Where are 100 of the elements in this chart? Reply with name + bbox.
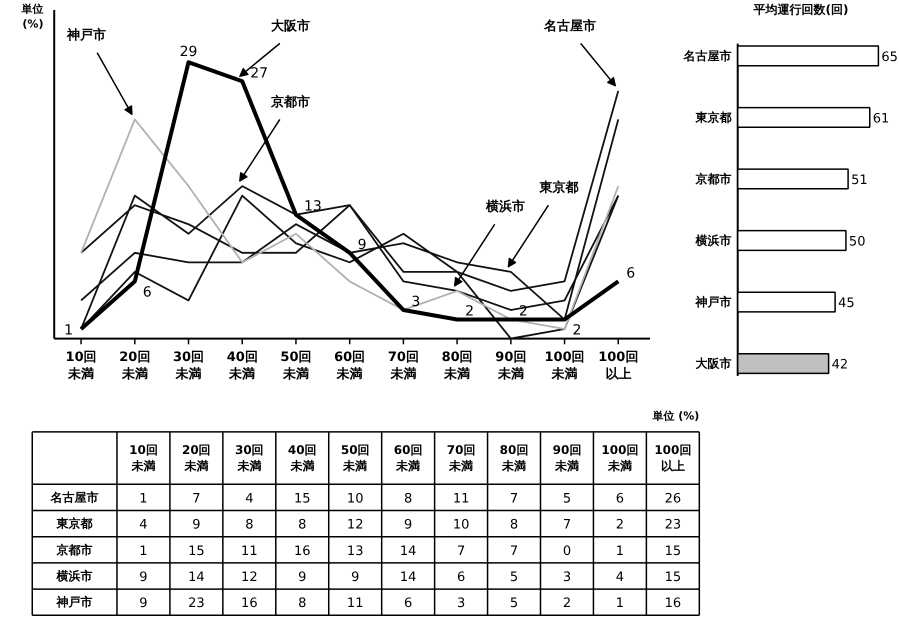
x-tick-label: 100回以上	[654, 443, 692, 474]
data-label: 3	[411, 294, 420, 310]
data-label: 9	[351, 570, 360, 585]
y-tick-label: 東京都	[694, 110, 732, 124]
data-label: 51	[851, 172, 868, 188]
data-label: 2	[518, 304, 528, 320]
data-label: 9	[404, 518, 412, 533]
x-tick-label: 40回未満	[226, 350, 258, 382]
data-label: 10	[452, 518, 470, 533]
y-tick-label: 神戸市	[56, 595, 93, 610]
chart-title: 平均運行回数(回)	[752, 2, 849, 17]
data-label: 7	[562, 518, 572, 533]
x-tick-label: 20回未満	[119, 350, 150, 382]
data-label: 6	[616, 491, 624, 506]
x-tick-label: 10回未満	[129, 443, 158, 474]
data-label: 7	[510, 491, 518, 506]
x-tick-label: 60回未満	[394, 443, 422, 474]
x-tick-label: 80回未満	[442, 350, 473, 382]
data-label: 15	[188, 544, 205, 559]
data-label: 10	[346, 491, 364, 506]
x-tick-label: 90回未満	[552, 443, 582, 474]
data-label: 14	[188, 570, 205, 585]
data-label: 3	[562, 570, 572, 585]
y-tick-label: 京都市	[56, 542, 93, 557]
data-label: 11	[452, 491, 470, 506]
x-tick-label: 100回未満	[601, 443, 638, 474]
data-label: 13	[304, 198, 322, 215]
x-tick-label: 100回以上	[598, 350, 638, 382]
data-label: 5	[510, 596, 518, 612]
data-label: 13	[346, 544, 364, 559]
data-label: 14	[400, 544, 416, 559]
x-tick-label: 100回未満	[544, 350, 585, 382]
x-tick-label: 90回未満	[495, 350, 526, 382]
data-label: 65	[881, 50, 898, 65]
annotation: 京都市	[270, 94, 310, 110]
data-label: 61	[872, 111, 890, 126]
data-label: 3	[456, 596, 466, 612]
data-label: 23	[188, 596, 205, 612]
x-tick-label: 70回未満	[388, 350, 419, 382]
data-label: 4	[245, 491, 254, 506]
data-label: 14	[400, 570, 416, 585]
data-label: 45	[838, 296, 855, 312]
data-label: 8	[510, 518, 518, 533]
data-label: 8	[298, 518, 306, 533]
x-tick-label: 10回未満	[66, 350, 97, 382]
y-tick-label: 大阪市	[696, 356, 732, 371]
annotation: 名古屋市	[542, 18, 596, 34]
data-label: 16	[241, 596, 258, 612]
x-tick-label: 60回未満	[334, 350, 366, 382]
data-label: 9	[358, 236, 367, 253]
y-tick-label: 名古屋市	[50, 490, 99, 504]
data-label: 12	[241, 570, 258, 585]
data-label: 11	[241, 544, 258, 559]
data-label: 6	[456, 570, 466, 585]
data-label: 9	[298, 570, 306, 585]
data-label: 9	[192, 518, 201, 533]
data-label: 5	[510, 570, 518, 585]
data-label: 2	[572, 322, 582, 339]
data-label: 2	[465, 304, 474, 320]
data-label: 27	[250, 65, 268, 82]
data-label: 6	[626, 265, 636, 282]
data-label: 50	[848, 234, 866, 250]
data-label: 12	[346, 518, 364, 533]
y-tick-label: 名古屋市	[682, 48, 732, 63]
data-label: 23	[664, 518, 682, 533]
data-label: 1	[139, 491, 148, 506]
x-tick-label: 40回未満	[288, 443, 317, 474]
y-tick-label: 神戸市	[694, 295, 732, 310]
annotation: 大阪市	[271, 18, 310, 34]
data-label: 1	[139, 544, 148, 559]
data-label: 5	[562, 491, 572, 506]
data-label: 11	[346, 596, 364, 612]
data-label: 7	[456, 544, 466, 559]
data-label: 1	[64, 322, 74, 339]
data-label: 26	[664, 491, 682, 506]
y-tick-label: 京都市	[694, 172, 732, 186]
data-label: 7	[510, 544, 518, 559]
x-tick-label: 20回未満	[182, 443, 211, 474]
data-label: 15	[664, 570, 682, 585]
data-label: 16	[664, 596, 682, 612]
annotation: 神戸市	[66, 27, 106, 44]
data-label: 7	[192, 491, 201, 506]
y-tick-label: 東京都	[56, 516, 93, 531]
data-label: 1	[616, 596, 624, 612]
x-tick-label: 30回未満	[172, 350, 204, 382]
y-tick-label: 横浜市	[694, 234, 732, 248]
data-label: 9	[139, 570, 148, 585]
x-tick-label: 50回未満	[280, 350, 312, 382]
x-tick-label: 80回未満	[500, 443, 528, 474]
data-label: 4	[616, 570, 624, 585]
data-label: 29	[180, 44, 198, 60]
annotation: 横浜市	[484, 198, 525, 215]
y-axis-title: 単位 (%)	[20, 2, 44, 30]
x-tick-label: 70回未満	[446, 443, 476, 474]
data-label: 4	[139, 518, 148, 533]
x-tick-label: 50回未満	[340, 443, 370, 474]
text: 単位 (%)	[651, 410, 700, 423]
data-label: 2	[616, 518, 624, 533]
data-label: 8	[245, 518, 254, 533]
data-label: 9	[139, 596, 148, 612]
